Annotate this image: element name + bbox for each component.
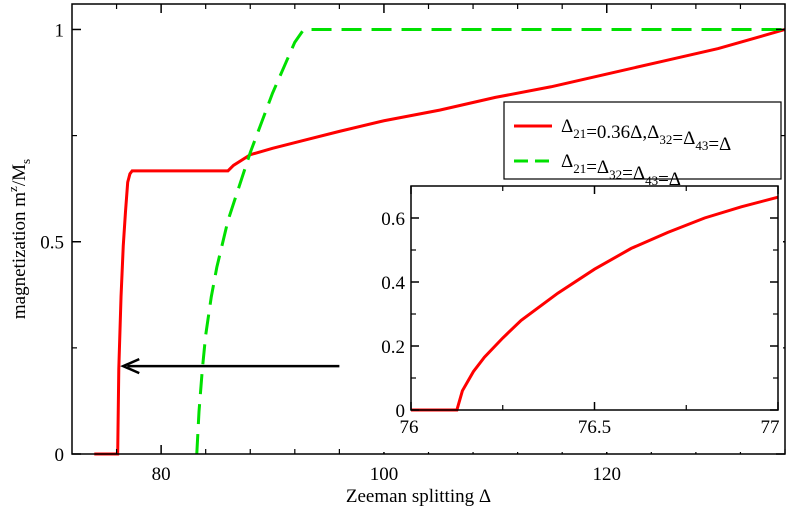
inset-x-tick-label: 77 — [761, 417, 780, 438]
inset-y-tick-label: 0.6 — [381, 209, 405, 230]
inset-background — [362, 182, 783, 452]
inset-x-tick-label: 76.5 — [578, 417, 611, 438]
main-series-0 — [94, 28, 786, 456]
arrow-head — [120, 357, 140, 375]
inset-series-0 — [411, 195, 779, 412]
inset-y-tick-label: 0.4 — [381, 273, 405, 294]
main-y-tick-label: 0 — [55, 445, 65, 466]
x-axis-title: Zeeman splitting Δ — [346, 486, 491, 506]
main-plot: 80 100 120 0 0.5 1 Zeeman splitting Δ magnetiza… — [5, 3, 786, 506]
legend-label-0: Δ21=0.36Δ,Δ32=Δ43=Δ — [561, 116, 731, 155]
inset-y-tick-label: 0 — [396, 401, 406, 422]
legend-box — [503, 101, 782, 180]
inset-y-tick-label: 0.2 — [381, 337, 405, 358]
y-axis-title: magnetization mz/Ms — [5, 159, 33, 319]
main-x-tick-label: 120 — [593, 464, 622, 485]
inset-plot: 76 76.5 77 0 0.2 0.4 0.6 — [362, 182, 783, 452]
main-y-tick-label: 0.5 — [40, 233, 64, 254]
inset-x-tick-label: 76 — [400, 417, 419, 438]
legend-label-1: Δ21=Δ32=Δ43=Δ — [561, 151, 681, 190]
main-x-tick-label: 100 — [370, 464, 399, 485]
main-series-1 — [195, 27, 785, 455]
main-y-tick-label: 1 — [55, 20, 65, 41]
main-x-tick-label: 80 — [152, 464, 171, 485]
